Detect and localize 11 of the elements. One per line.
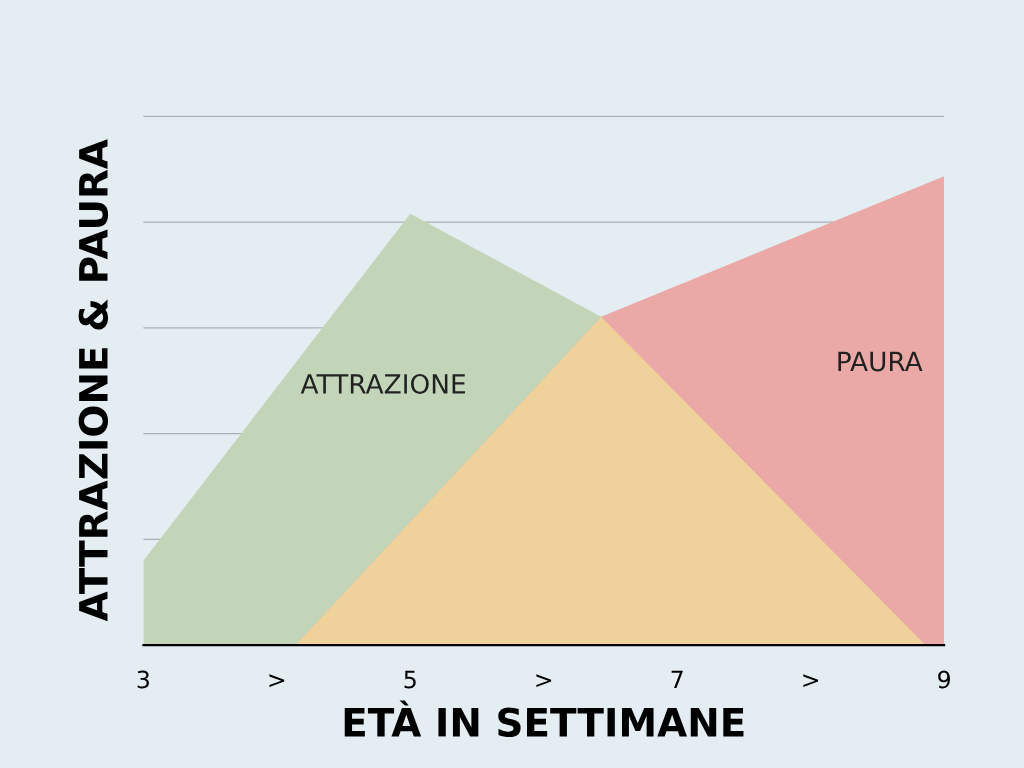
x-tick-label: 3: [137, 670, 149, 689]
series-label: ATTRAZIONE: [300, 373, 465, 394]
x-axis-title: ETÀ IN SETTIMANE: [344, 700, 744, 737]
series-label: PAURA: [838, 351, 923, 372]
x-tick-label: 9: [938, 670, 950, 689]
x-tick-label: >: [803, 674, 819, 687]
x-tick-label: 7: [671, 670, 683, 689]
x-tick-label: >: [269, 674, 285, 687]
x-tick-label: 5: [404, 670, 416, 689]
x-tick-label: >: [536, 674, 552, 687]
y-axis-title: ATTRAZIONE & PAURA: [78, 139, 109, 622]
